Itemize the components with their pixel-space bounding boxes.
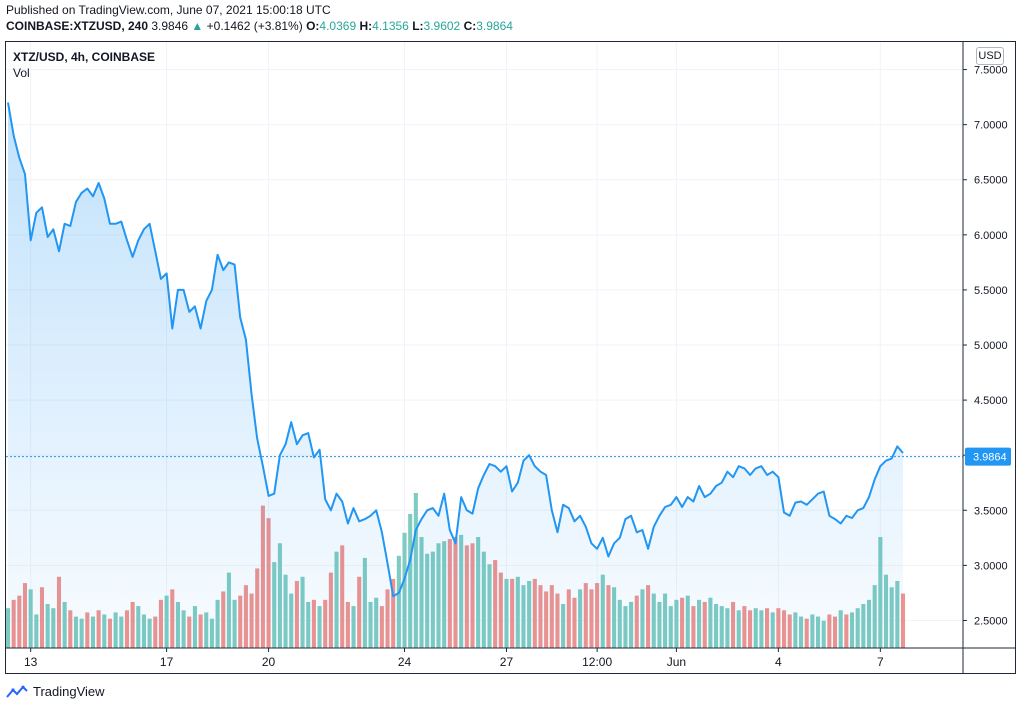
price-tick-label: 3.0000: [974, 560, 1008, 572]
change-arrow: ▲: [191, 19, 204, 33]
time-tick-label: 24: [398, 655, 412, 669]
price-change: +0.1462 (+3.81%): [206, 19, 303, 33]
close-value: 3.9864: [476, 19, 513, 33]
last-price: 3.9846: [151, 19, 189, 33]
time-tick-label: 13: [24, 655, 38, 669]
time-tick-label: 7: [877, 655, 884, 669]
price-tick-label: 7.5000: [974, 65, 1008, 77]
time-axis: 13 17 20 24 27 12:00 Jun 4 7: [24, 648, 884, 669]
last-price-tag: 3.9864: [965, 447, 1011, 466]
high-value: 4.1356: [372, 19, 409, 33]
chart-legend: XTZ/USD, 4h, COINBASE Vol: [13, 49, 155, 81]
published-note: Published on TradingView.com, June 07, 2…: [6, 3, 331, 17]
volume-label: Vol: [13, 66, 30, 80]
open-value: 4.0369: [319, 19, 357, 33]
low-value: 3.9602: [423, 19, 461, 33]
price-tick-label: 7.0000: [974, 120, 1008, 132]
price-tick-label: 6.5000: [974, 175, 1008, 187]
footer-brand[interactable]: TradingView: [6, 684, 105, 699]
time-tick-label: 17: [160, 655, 174, 669]
price-tick-label: 2.5000: [974, 615, 1008, 627]
price-tick-label: 5.5000: [974, 285, 1008, 297]
price-tick-label: 4.5000: [974, 395, 1008, 407]
brand-name: TradingView: [33, 684, 105, 699]
currency-button[interactable]: USD: [976, 47, 1004, 65]
volume-bar: [5, 608, 11, 648]
price-axis: 7.5000 7.0000 6.5000 6.0000 5.5000 5.0000 4.50…: [963, 65, 1008, 627]
time-tick-label: 27: [500, 655, 514, 669]
tradingview-logo-icon: [6, 685, 28, 698]
ohlc-bar: COINBASE:XTZUSD, 240 3.9846 ▲ +0.1462 (+…: [6, 19, 513, 33]
price-line: [7, 102, 904, 598]
price-tick-label: 3.5000: [974, 505, 1008, 517]
open-label: O:: [306, 19, 320, 33]
price-area: [8, 102, 903, 649]
price-tick-label: 5.0000: [974, 340, 1008, 352]
time-tick-label: Jun: [667, 655, 686, 669]
time-tick-label: 12:00: [582, 655, 612, 669]
chart-title: XTZ/USD, 4h, COINBASE: [13, 50, 156, 64]
low-label: L:: [412, 19, 424, 33]
time-tick-label: 4: [775, 655, 782, 669]
high-label: H:: [359, 19, 373, 33]
close-label: C:: [463, 19, 477, 33]
time-tick-label: 20: [262, 655, 276, 669]
last-price-label: 3.9864: [973, 452, 1007, 464]
symbol-label: COINBASE:XTZUSD, 240: [6, 19, 149, 33]
price-tick-label: 6.0000: [974, 230, 1008, 242]
